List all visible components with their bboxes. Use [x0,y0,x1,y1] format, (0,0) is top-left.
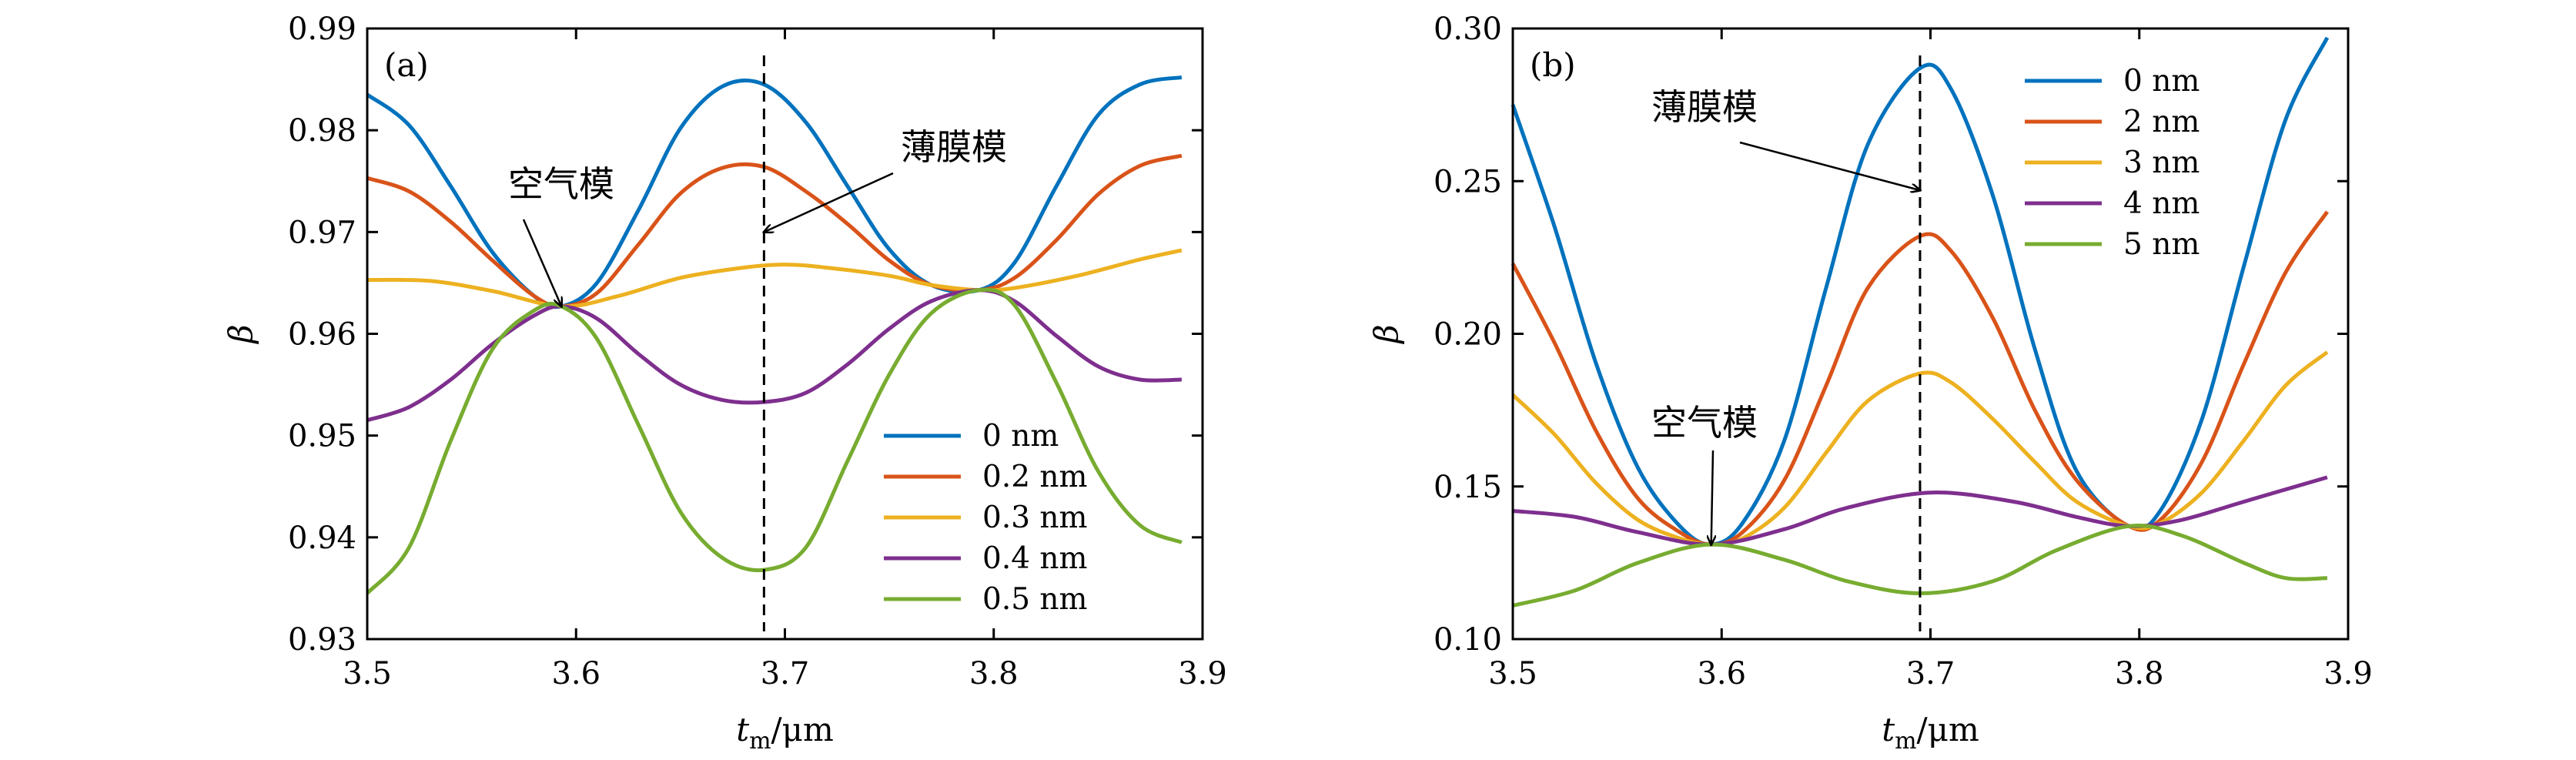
annotation-label: 薄膜模 [901,126,1007,168]
y-tick-label: 0.95 [288,419,356,454]
x-tick-label: 3.5 [343,656,392,691]
y-tick-label: 0.93 [288,622,356,658]
annotation-arrow [1711,450,1713,544]
legend-label: 0.3 nm [982,501,1088,535]
plot-frame [1511,27,2350,641]
y-tick-label: 0.96 [288,317,356,353]
x-tick-label: 3.8 [969,656,1019,691]
x-axis-label: tm/μm [736,711,834,755]
y-axis-label: β [222,324,259,344]
legend-label: 0 nm [982,419,1059,454]
series-line-0-nm [366,75,1183,310]
x-axis-label: tm/μm [1882,711,1979,755]
series-line-4-nm [1512,475,2328,547]
legend-label: 5 nm [2123,227,2200,262]
series-line-0-nm [1510,36,2330,547]
y-tick-label: 0.25 [1434,164,1502,199]
y-tick-label: 0.99 [288,12,356,47]
chart-panel-b: 3.5 3.6 3.7 3.8 3.9 0.10 0.15 0.20 0.25 0.30 tm/μm… [1367,12,2373,755]
x-tick-label: 3.8 [2115,656,2164,691]
x-tick-label: 3.5 [1488,656,1537,691]
y-tick-label: 0.94 [288,521,356,556]
series-line-0p2-nm [366,153,1183,309]
y-tick-label: 0.97 [288,215,356,250]
panel-label: (b) [1530,46,1576,84]
annotation-label: 空气模 [508,163,614,205]
series-line-3-nm [1511,350,2329,547]
x-tick-label: 3.9 [2323,656,2373,691]
x-tick-label: 3.6 [551,656,601,691]
legend-label: 3 nm [2123,146,2200,180]
annotation-label: 薄膜模 [1651,86,1758,128]
annotation-label: 空气模 [1651,402,1758,444]
y-axis-label: β [1367,324,1405,344]
series-line-5-nm [1512,524,2327,608]
x-tick-label: 3.7 [761,656,810,691]
y-tick-label: 0.10 [1434,622,1502,658]
legend-label: 4 nm [2123,186,2200,221]
x-tick-label: 3.7 [1906,656,1955,691]
legend-label: 0.2 nm [982,460,1088,494]
y-tick-label: 0.98 [288,113,356,149]
panel-label: (a) [384,46,429,84]
legend-label: 2 nm [2123,105,2200,139]
annotation-arrow [764,172,894,232]
y-tick-label: 0.30 [1434,12,1502,47]
legend-label: 0.4 nm [982,541,1088,576]
y-tick-label: 0.15 [1434,470,1502,505]
y-tick-label: 0.20 [1434,317,1502,353]
annotation-arrow [1739,141,1920,190]
x-tick-label: 3.6 [1697,656,1746,691]
x-tick-label: 3.9 [1178,656,1227,691]
legend-label: 0.5 nm [982,582,1088,617]
chart-panel-a: 3.5 3.6 3.7 3.8 3.9 0.93 0.94 0.95 0.96 0.97 0.98 0… [222,12,1227,755]
annotation-arrow [522,219,561,306]
series-line-0p3-nm [366,248,1183,309]
legend-label: 0 nm [2123,64,2200,99]
